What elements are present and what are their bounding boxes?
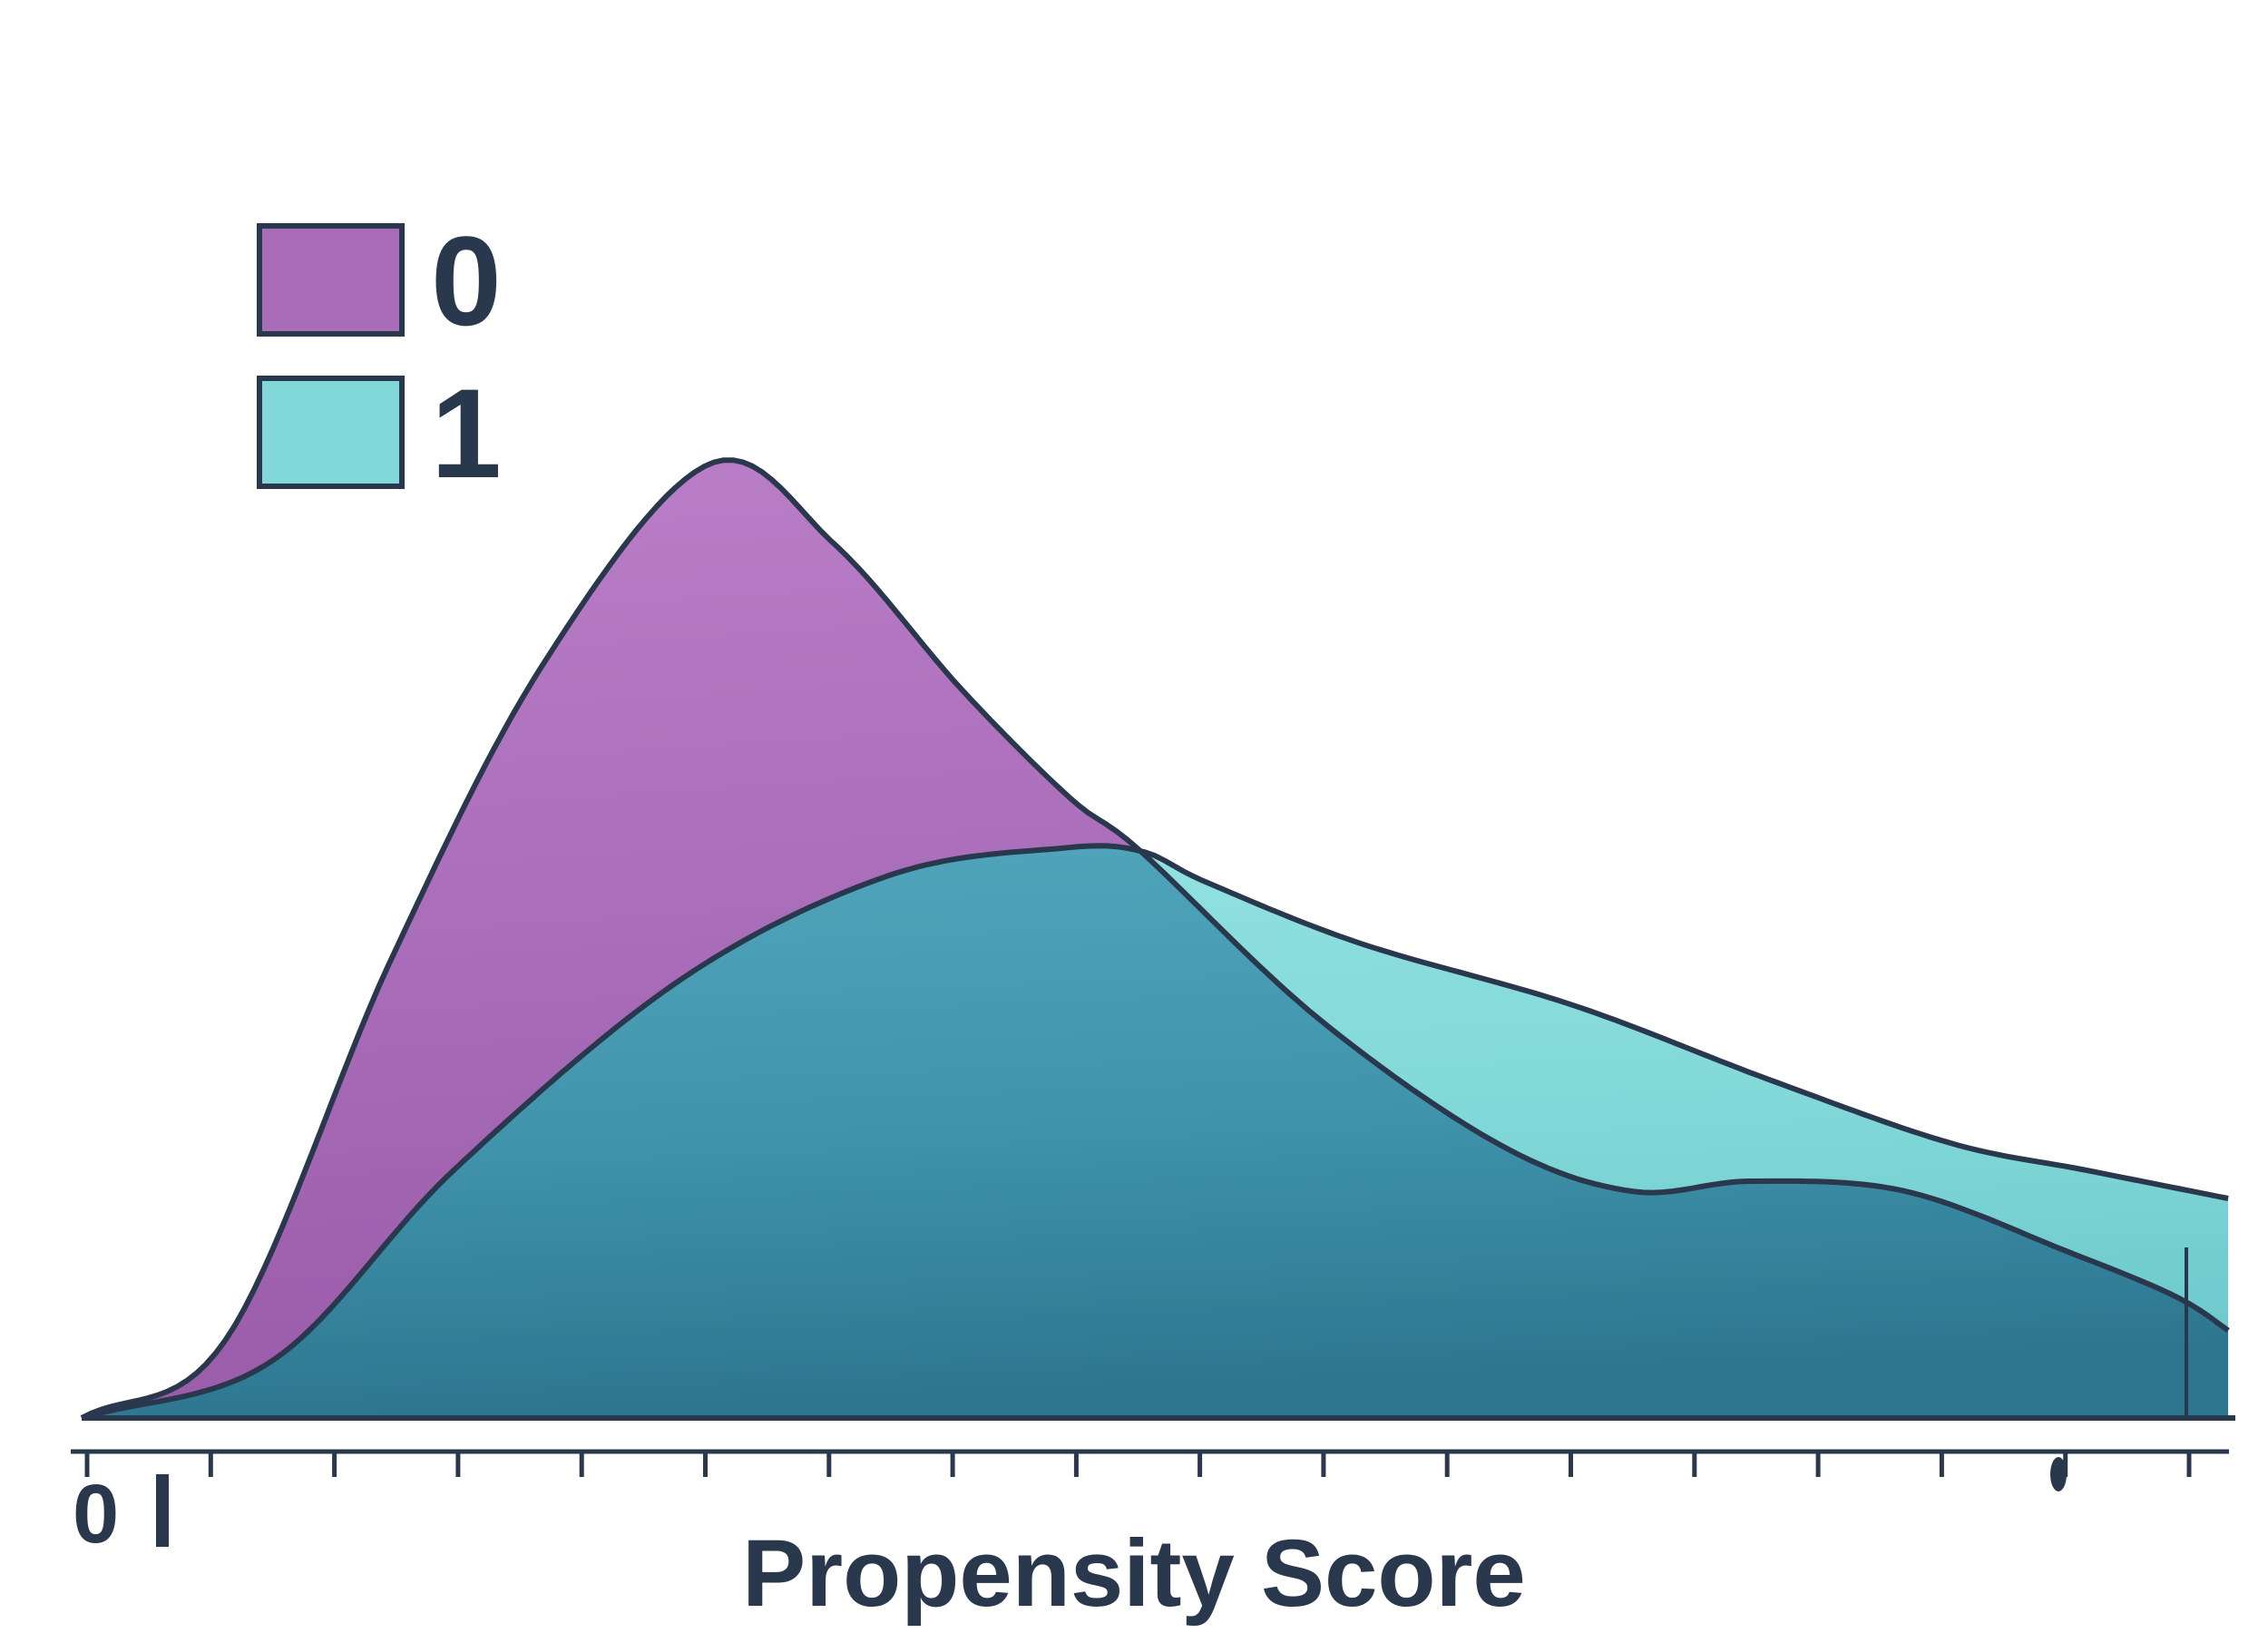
svg-text:Propensity Score: Propensity Score xyxy=(742,1521,1526,1627)
svg-text:1: 1 xyxy=(431,362,502,504)
svg-text:0: 0 xyxy=(431,210,502,352)
svg-text:0: 0 xyxy=(73,1468,119,1560)
